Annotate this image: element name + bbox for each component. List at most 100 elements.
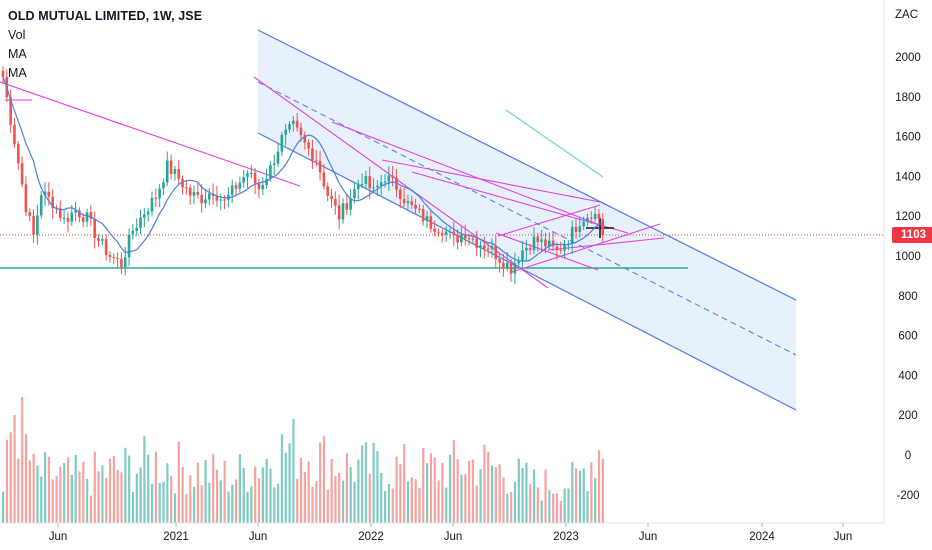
candle-body	[463, 234, 467, 239]
candle-body	[502, 262, 505, 269]
pink-trend-line[interactable]	[253, 76, 549, 289]
volume-bar	[40, 476, 43, 523]
pink-trend-line[interactable]	[497, 204, 601, 237]
candle-body	[570, 226, 574, 244]
candle-body	[467, 238, 471, 240]
time-tick-label: 2022	[358, 531, 384, 543]
volume-bar	[143, 436, 146, 523]
candle-body	[74, 210, 77, 213]
legend-ma-1[interactable]: MA	[8, 47, 27, 61]
volume-bar	[418, 487, 421, 523]
chart-legend[interactable]: OLD MUTUAL LIMITED, 1W, JSE Vol MA MA	[8, 7, 202, 83]
volume-bar	[384, 490, 387, 523]
candle-body	[559, 250, 563, 252]
volume-bar	[269, 468, 272, 523]
candle-body	[586, 217, 589, 222]
candle-body	[540, 239, 543, 243]
price-axis[interactable]: 2000180016001400120010008006004002000-20…	[895, 52, 921, 502]
volume-bar	[582, 468, 585, 523]
pink-trend-line[interactable]	[381, 159, 601, 203]
volume-bar	[441, 462, 444, 523]
candle-body	[1, 71, 5, 78]
candle-body	[9, 97, 12, 125]
candle-body	[456, 235, 459, 243]
candle-body	[131, 230, 135, 235]
volume-bar	[563, 488, 566, 523]
pink-trend-line[interactable]	[411, 171, 629, 234]
candle-body	[200, 194, 203, 204]
volume-bar	[368, 473, 371, 523]
pink-trend-line[interactable]	[331, 121, 606, 228]
pink-trend-line[interactable]	[0, 81, 301, 187]
volume-bar	[131, 492, 135, 523]
candle-body	[127, 234, 131, 258]
pink-trend-line[interactable]	[547, 237, 665, 251]
candle-body	[108, 255, 112, 258]
candle-body	[154, 197, 158, 199]
candle-body	[158, 188, 161, 199]
candle-body	[314, 160, 318, 162]
symbol-title[interactable]: OLD MUTUAL LIMITED, 1W, JSE	[8, 9, 203, 23]
candle-body	[341, 203, 345, 220]
candle-body	[24, 184, 28, 213]
candle-body	[215, 196, 219, 201]
volume-bar	[219, 480, 222, 523]
candle-body	[444, 231, 448, 235]
volume-bar	[2, 491, 5, 523]
pink-trend-line[interactable]	[495, 232, 599, 271]
volume-bar	[590, 462, 593, 523]
volume-bar	[601, 458, 604, 523]
volume-bar	[200, 485, 203, 523]
candle-body	[528, 247, 532, 251]
candle-body	[353, 189, 356, 199]
candle-body	[261, 184, 265, 190]
candle-body	[135, 227, 138, 231]
volume-bar	[422, 447, 425, 523]
candle-body	[242, 177, 245, 183]
moving-average-line	[2, 76, 603, 262]
candle-body	[59, 208, 62, 218]
volume-bar	[494, 467, 497, 523]
volume-bar	[147, 454, 150, 523]
legend-ma-2[interactable]: MA	[8, 66, 27, 80]
volume-bar	[196, 462, 200, 523]
volume-bar	[116, 469, 119, 523]
volume-bar	[525, 462, 528, 523]
volume-bar	[548, 490, 551, 523]
volume-bar	[299, 458, 303, 523]
channel-fill	[258, 30, 796, 410]
volume-bar	[376, 451, 379, 523]
candle-body	[173, 169, 177, 175]
candle-body	[66, 217, 70, 222]
volume-bar	[426, 463, 429, 523]
volume-bar	[326, 489, 329, 523]
candle-body	[582, 221, 585, 227]
candle-body	[337, 205, 341, 220]
volume-bar	[177, 441, 180, 523]
time-axis[interactable]: Jun 2021 Jun 2022 Jun 2023 Jun 2024 Jun	[49, 523, 853, 543]
candle-body	[112, 257, 116, 259]
candle-body	[593, 213, 597, 219]
candle-body	[334, 199, 337, 206]
volume-bar	[124, 447, 127, 523]
channel-upper-line[interactable]	[257, 29, 797, 301]
pink-trend-line[interactable]	[511, 223, 661, 273]
candle-body	[219, 199, 223, 201]
volume-bar	[372, 442, 375, 523]
volume-bar	[403, 444, 406, 523]
candle-body	[330, 195, 333, 200]
time-tick-label: Jun	[49, 531, 68, 543]
candle-body	[410, 201, 414, 205]
volume-bar	[97, 471, 100, 523]
candle-body	[20, 163, 24, 185]
price-tick-label: -200	[896, 490, 919, 502]
candle-body	[139, 217, 142, 228]
candle-body	[578, 226, 582, 232]
volume-bar	[406, 481, 410, 523]
candle-body	[372, 187, 375, 189]
channel-lower-line[interactable]	[257, 132, 797, 411]
legend-vol[interactable]: Vol	[8, 28, 26, 42]
volume-bar	[567, 488, 570, 523]
volume-bar	[575, 468, 578, 523]
